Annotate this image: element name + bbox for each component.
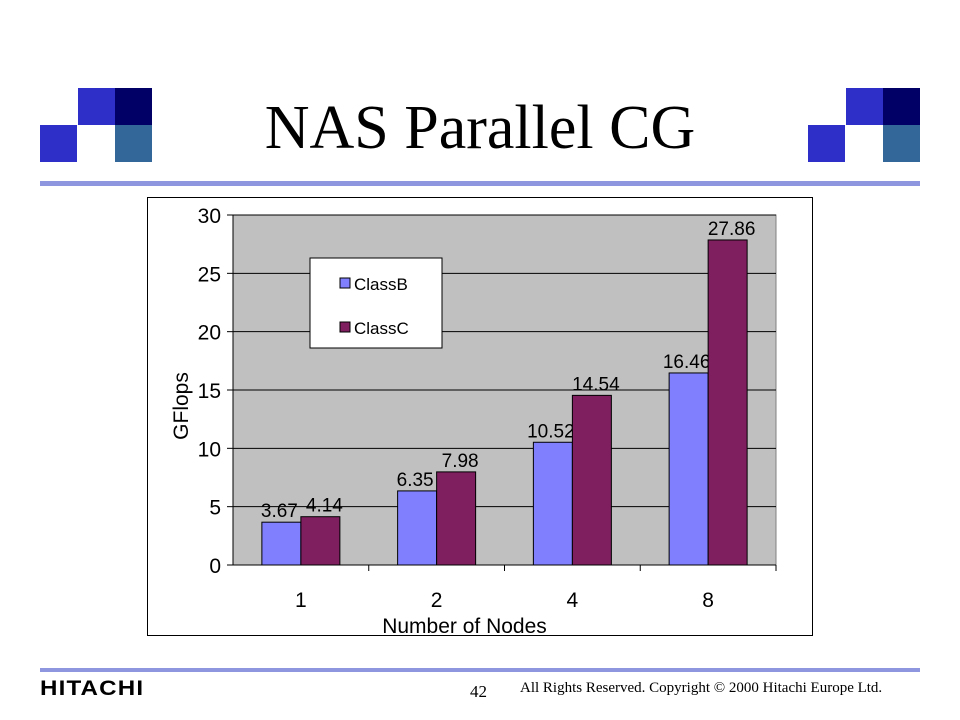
bar-classb	[261, 521, 302, 566]
y-tick-label: 25	[198, 263, 221, 286]
data-label: 7.98	[442, 451, 479, 472]
data-label: 27.86	[708, 219, 756, 240]
corner-decoration-right	[808, 88, 920, 162]
data-label: 4.14	[306, 496, 343, 517]
bar-classc	[707, 239, 748, 566]
x-axis-title: Number of Nodes	[382, 615, 547, 635]
corner-decoration-left	[40, 88, 152, 162]
y-axis-title: GFlops	[170, 372, 193, 440]
slide-title: NAS Parallel CG	[264, 94, 696, 162]
y-tick-label: 30	[198, 205, 221, 228]
x-tick-label: 8	[702, 589, 714, 612]
hitachi-logo: HITACHI	[40, 677, 145, 700]
legend-swatch	[339, 277, 351, 289]
footer-rule	[40, 668, 920, 672]
bar-classb	[532, 441, 573, 566]
legend-label: ClassC	[354, 319, 409, 338]
y-tick-label: 15	[198, 380, 221, 403]
data-label: 6.35	[397, 470, 434, 491]
legend-label: ClassB	[354, 275, 408, 294]
copyright-text: All Rights Reserved. Copyright © 2000 Hi…	[520, 680, 883, 696]
legend	[309, 257, 443, 349]
bar-classc	[300, 516, 341, 566]
data-label: 14.54	[572, 374, 620, 395]
y-tick-label: 20	[198, 322, 221, 345]
bar-classb	[397, 490, 438, 566]
y-tick-label: 10	[198, 438, 221, 461]
bar-classc	[571, 394, 612, 566]
bar-classc	[436, 471, 477, 566]
y-tick-label: 0	[209, 555, 221, 578]
data-label: 10.52	[527, 421, 575, 442]
x-tick-label: 2	[431, 589, 443, 612]
data-label: 3.67	[261, 501, 298, 522]
bar-chart: 0 5 10 15 20 25 30 3.67 4.14 1 6.35 7.98 2 10.52 14.54…	[170, 205, 777, 638]
data-label: 16.46	[663, 352, 711, 373]
chart-frame: 0 5 10 15 20 25 30 3.67 4.14 1 6.35 7.98 2 10.52 14.54…	[147, 197, 813, 638]
bar-classb	[668, 372, 709, 566]
page-number: 42	[470, 682, 487, 701]
y-tick-label: 5	[209, 497, 221, 520]
title-rule	[40, 181, 920, 186]
x-tick-label: 1	[295, 589, 307, 612]
x-tick-label: 4	[567, 589, 579, 612]
legend-swatch	[339, 321, 351, 333]
